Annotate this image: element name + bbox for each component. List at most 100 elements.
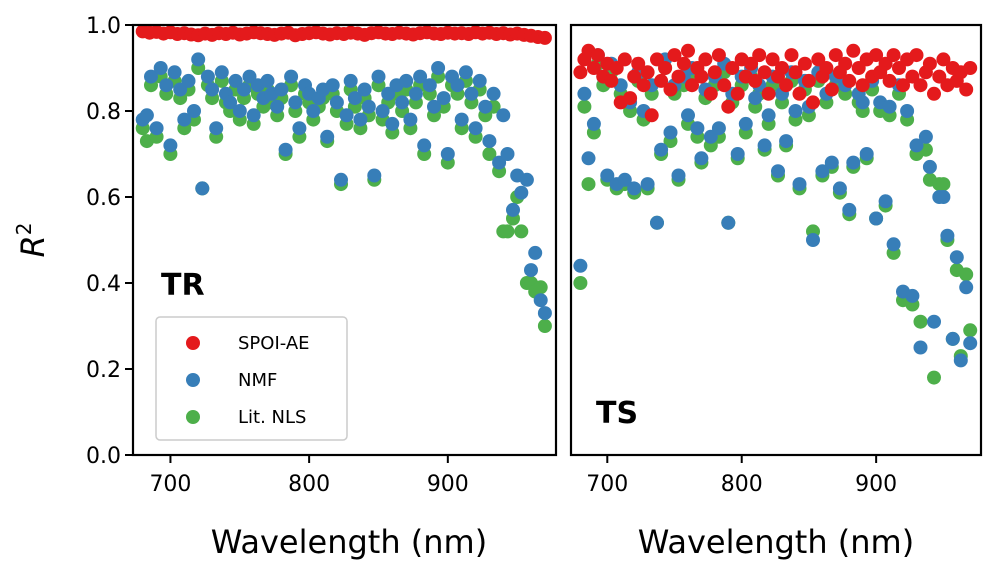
tr-nmf-point (329, 95, 344, 110)
ts-nmf-point (882, 99, 897, 114)
ts-spoi-ae-point (658, 61, 673, 75)
tr-nmf-point (395, 95, 410, 110)
tr-nmf-point (496, 108, 511, 123)
y-tick-label: 1.0 (86, 14, 121, 39)
panel-tr-label: TR (161, 268, 205, 303)
ts-nmf-point (761, 108, 776, 123)
tr-nmf-point (408, 86, 423, 101)
ts-nmf-point (936, 190, 951, 204)
ts-spoi-ae-point (936, 52, 951, 67)
ts-nmf-point (959, 280, 974, 295)
tr-nmf-point (306, 104, 321, 118)
y-tick-label: 0.8 (86, 100, 121, 125)
ts-lit-nls-point (913, 314, 928, 329)
ts-nmf-point (738, 116, 753, 131)
ts-nmf-point (953, 353, 968, 368)
legend-label-nmf: NMF (238, 370, 277, 391)
legend-frame (155, 316, 348, 441)
tr-nmf-point (537, 306, 552, 321)
ts-nmf-point (945, 331, 960, 346)
x-tick-label: 900 (427, 472, 469, 497)
ts-nmf-point (922, 159, 937, 174)
tr-nmf-point (381, 86, 396, 101)
ts-nmf-point (711, 121, 726, 136)
tr-nmf-point (492, 155, 507, 170)
tr-nmf-point (292, 121, 307, 136)
ts-spoi-ae-point (775, 61, 789, 75)
ts-nmf-point (788, 104, 803, 118)
ts-spoi-ae-point (685, 78, 699, 93)
ts-spoi-ae-point (779, 78, 794, 93)
tr-nmf-point (464, 86, 479, 101)
tr-nmf-point (153, 61, 168, 75)
tr-nmf-point (334, 172, 348, 187)
ts-nmf-point (940, 228, 955, 243)
tr-nmf-point (270, 99, 285, 114)
tr-nmf-point (500, 147, 515, 161)
x-tick-label: 800 (288, 472, 330, 497)
tr-nmf-point (399, 73, 414, 88)
ts-lit-nls-point (963, 323, 978, 338)
ts-spoi-ae-point (725, 61, 740, 75)
tr-nmf-point (325, 78, 340, 93)
ts-spoi-ae-point (927, 86, 941, 101)
tr-nmf-point (228, 73, 243, 88)
tr-nmf-point (528, 245, 543, 260)
ts-nmf-point (913, 340, 928, 355)
legend-label-lit-nls: Lit. NLS (238, 407, 306, 428)
ts-lit-nls-point (936, 177, 951, 192)
ts-nmf-point (949, 250, 964, 265)
ts-nmf-point (927, 314, 941, 329)
ts-spoi-ae-point (855, 78, 870, 93)
ts-spoi-ae-point (896, 78, 910, 93)
tr-nmf-point (427, 99, 441, 114)
ts-nmf-point (815, 164, 830, 179)
ts-spoi-ae-point (644, 108, 659, 123)
ts-nmf-point (869, 211, 884, 226)
ts-nmf-point (886, 237, 901, 252)
ts-spoi-ae-point (663, 82, 678, 97)
ts-nmf-point (918, 129, 933, 144)
ts-nmf-point (650, 215, 664, 230)
ts-nmf-point (824, 155, 839, 170)
ts-spoi-ae-point (869, 48, 884, 63)
tr-nmf-point (468, 121, 483, 136)
ts-lit-nls-point (959, 267, 974, 282)
ts-nmf-point (627, 181, 642, 196)
tr-lit-nls-point (500, 224, 515, 239)
tr-nmf-point (361, 99, 376, 114)
tr-nmf-point (173, 82, 188, 97)
ts-spoi-ae-point (667, 48, 682, 63)
panel-ts-x-axis-title: Wavelength (nm) (638, 523, 914, 561)
tr-nmf-point (339, 108, 354, 123)
ts-nmf-point (721, 215, 736, 230)
ts-spoi-ae-point (886, 48, 901, 63)
ts-nmf-point (792, 177, 807, 192)
ts-spoi-ae-point (765, 52, 780, 67)
ts-nmf-point (690, 121, 705, 136)
panel-tr-x-axis-title: Wavelength (nm) (211, 523, 487, 561)
panel-ts-xticks: 700 800 900 (586, 455, 897, 497)
tr-nmf-point (214, 65, 229, 80)
panel-tr: 700 800 900 0.0 0.2 0.4 0.6 0.8 1.0 TR Waveleng… (86, 14, 558, 561)
tr-nmf-point (482, 134, 497, 149)
x-tick-label: 700 (586, 472, 628, 497)
tr-nmf-point (144, 69, 158, 84)
ts-nmf-point (846, 155, 861, 170)
ts-nmf-point (654, 142, 669, 157)
tr-nmf-point (514, 185, 529, 200)
tr-nmf-point (320, 129, 335, 144)
ts-nmf-point (748, 91, 763, 106)
ts-spoi-ae-point (604, 73, 619, 88)
tr-nmf-point (486, 86, 501, 101)
ts-nmf-point (779, 134, 794, 149)
tr-nmf-point (181, 73, 196, 88)
x-tick-label: 700 (149, 472, 191, 497)
tr-nmf-point (367, 168, 382, 183)
tr-nmf-point (149, 121, 164, 136)
ts-spoi-ae-point (681, 43, 695, 58)
tr-nmf-point (454, 112, 469, 127)
ts-spoi-ae-point (694, 69, 709, 84)
panel-tr-yticks: 0.0 0.2 0.4 0.6 0.8 1.0 (86, 14, 133, 469)
